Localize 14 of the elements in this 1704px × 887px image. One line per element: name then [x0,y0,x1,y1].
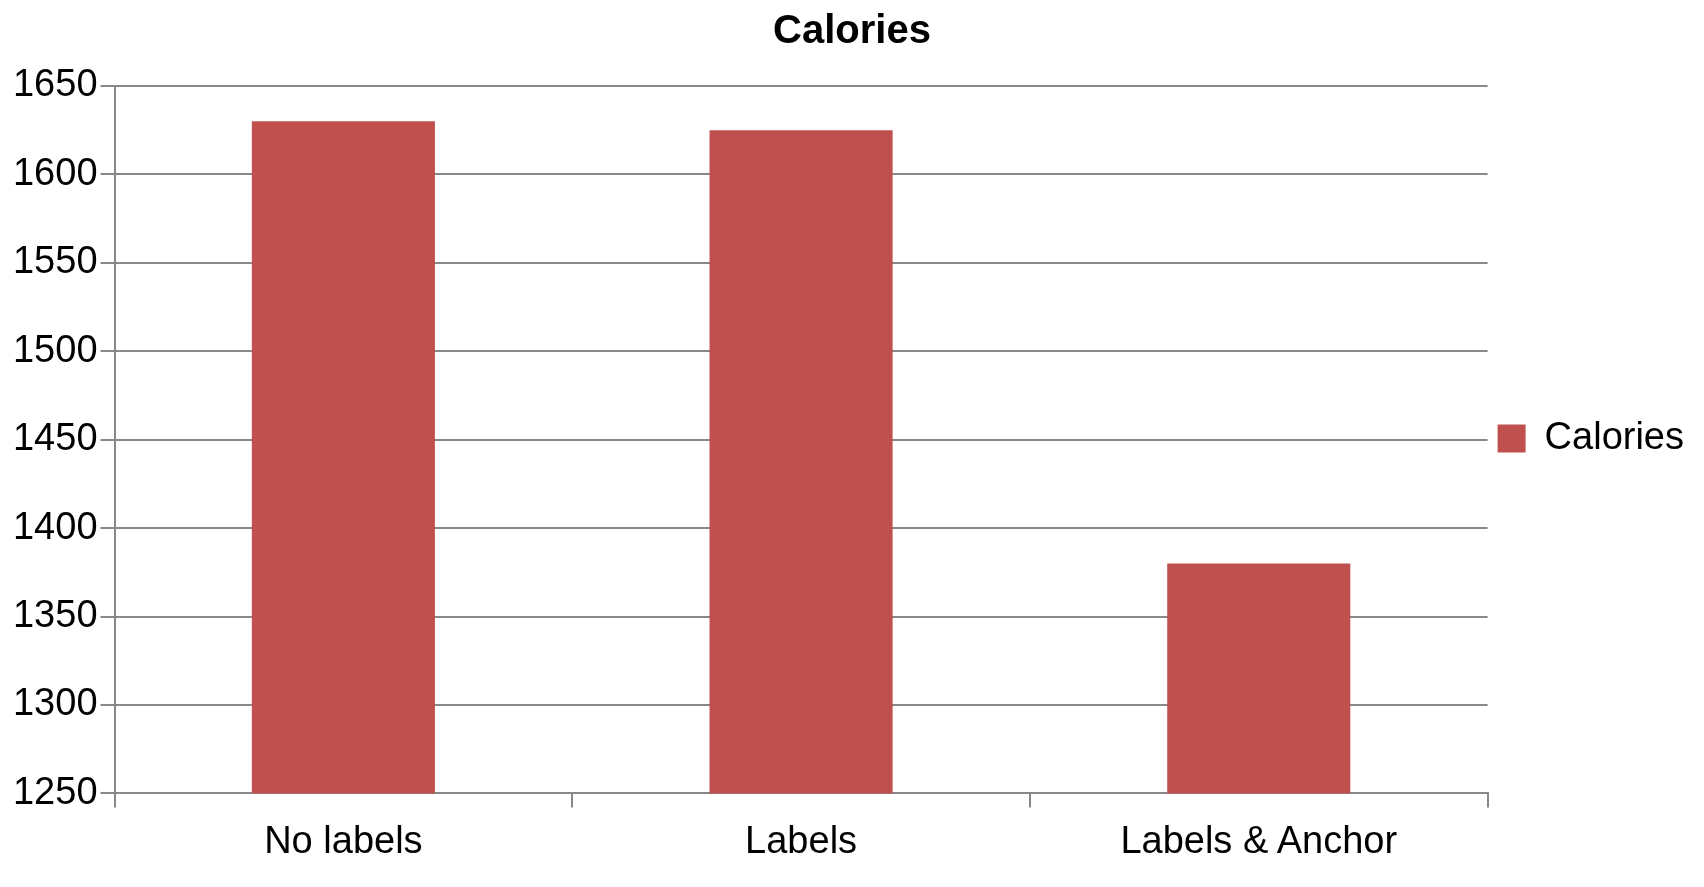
y-tick-label: 1250 [12,769,98,812]
y-tick-label: 1550 [12,239,98,282]
y-tick-label: 1500 [12,327,98,370]
x-tick-label: Labels [745,818,858,861]
x-tick-label: No labels [264,818,423,861]
y-tick-label: 1300 [12,681,98,724]
y-tick-label: 1400 [12,504,98,547]
x-tick-label: Labels & Anchor [1120,818,1398,861]
y-tick-label: 1600 [12,150,98,193]
y-tick-label: 1350 [12,593,98,636]
y-tick-label: 1650 [12,62,98,105]
legend-label: Calories [1544,414,1685,457]
y-tick-label: 1450 [12,416,98,459]
chart-title: Calories [773,7,931,52]
